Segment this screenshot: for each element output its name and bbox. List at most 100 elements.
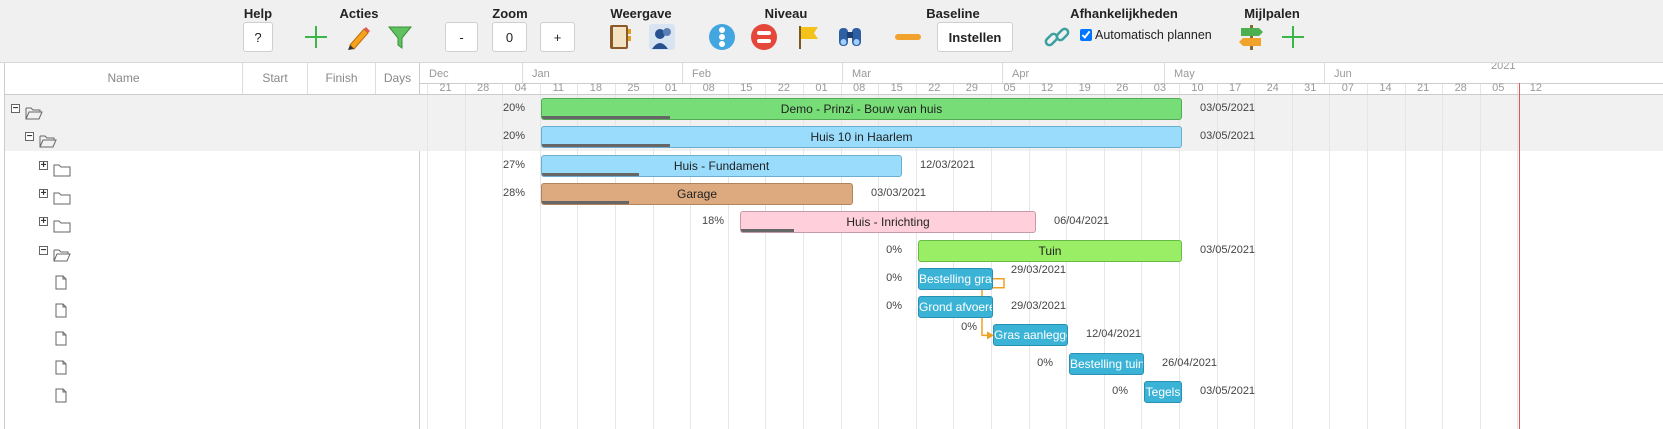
filter-button[interactable] xyxy=(385,22,415,52)
table-row[interactable] xyxy=(5,378,419,406)
task-name[interactable] xyxy=(76,152,241,180)
dependencies-button[interactable] xyxy=(1042,22,1072,52)
progress-percent: 27% xyxy=(502,158,525,171)
day-label: 12 xyxy=(1529,82,1543,94)
task-name[interactable] xyxy=(76,180,241,208)
baseline-toggle-button[interactable] xyxy=(893,22,923,52)
expand-level-button[interactable] xyxy=(707,22,737,52)
task-bar-label: Tegels xyxy=(1145,385,1181,399)
task-name[interactable] xyxy=(75,378,241,406)
auto-plan-checkbox-label[interactable]: Automatisch plannen xyxy=(1080,28,1212,42)
task-bar[interactable]: Tegels xyxy=(1144,381,1182,403)
dependency-link[interactable] xyxy=(981,278,1005,337)
task-name[interactable] xyxy=(76,208,241,236)
month-label: Jan xyxy=(532,68,550,80)
day-label: 10 xyxy=(1191,82,1204,94)
task-bar[interactable]: Bestelling gras xyxy=(918,267,993,290)
expand-icon[interactable]: + xyxy=(39,159,48,171)
add-task-button[interactable] xyxy=(301,22,331,52)
column-header-days[interactable]: Days xyxy=(383,71,412,85)
table-row[interactable] xyxy=(5,321,419,349)
table-row[interactable] xyxy=(5,265,419,293)
task-bar[interactable]: Huis - Inrichting xyxy=(740,211,1036,234)
table-row[interactable] xyxy=(5,293,419,321)
milestone-level-button[interactable] xyxy=(793,22,823,52)
expand-icon[interactable]: + xyxy=(39,187,48,199)
day-label: 26 xyxy=(1116,82,1129,94)
week-gridline xyxy=(1216,83,1218,429)
column-header-finish[interactable]: Finish xyxy=(308,63,376,94)
task-name[interactable] xyxy=(76,237,241,265)
week-gridline xyxy=(1367,83,1368,429)
table-row[interactable]: + xyxy=(5,208,419,236)
task-name[interactable] xyxy=(62,123,241,151)
task-bar[interactable]: Huis - Fundament xyxy=(541,154,902,177)
task-name[interactable] xyxy=(75,321,241,349)
month-label: Jun xyxy=(1334,68,1352,80)
end-date-label: 03/05/2021 xyxy=(1200,243,1256,256)
collapse-icon[interactable]: − xyxy=(39,244,48,256)
month-label: Mar xyxy=(852,68,871,80)
task-bar[interactable]: Grond afvoere xyxy=(918,296,993,319)
collapse-icon[interactable]: − xyxy=(11,103,20,114)
task-name[interactable] xyxy=(75,293,241,321)
zoom-level-display: 0 xyxy=(492,22,527,52)
day-label: 08 xyxy=(702,82,715,94)
day-label: 14 xyxy=(1379,82,1392,94)
help-group-label: Help xyxy=(243,6,273,21)
day-label: 25 xyxy=(627,82,640,94)
table-row[interactable]: − xyxy=(5,95,419,123)
find-button[interactable] xyxy=(835,22,865,52)
folder-open-icon xyxy=(39,130,57,158)
week-gridline xyxy=(427,83,428,429)
month-divider xyxy=(1002,63,1003,83)
zoom-out-button[interactable]: - xyxy=(445,22,478,52)
day-label: 12 xyxy=(1040,82,1054,94)
end-date-label: 03/05/2021 xyxy=(1200,102,1256,114)
zoom-in-button[interactable]: + xyxy=(540,22,575,52)
table-row[interactable]: + xyxy=(5,152,419,180)
day-label: 08 xyxy=(852,82,866,94)
milestones-button[interactable] xyxy=(1236,22,1266,52)
file-icon xyxy=(55,300,67,328)
table-row[interactable] xyxy=(5,350,419,378)
add-milestone-button[interactable] xyxy=(1278,22,1308,52)
view-resources-button[interactable] xyxy=(647,22,677,52)
view-tasks-button[interactable] xyxy=(605,22,635,52)
task-name[interactable] xyxy=(48,95,241,123)
collapse-level-button[interactable] xyxy=(749,22,779,52)
month-divider xyxy=(1164,63,1165,83)
task-bar[interactable]: Tuin xyxy=(918,239,1182,262)
task-bar[interactable]: Demo - Prinzi - Bouw van huis xyxy=(541,98,1182,120)
task-bar[interactable]: Bestelling tuint xyxy=(1069,352,1144,375)
baseline-set-button[interactable]: Instellen xyxy=(937,22,1013,52)
month-label: Feb xyxy=(692,68,711,80)
task-bar[interactable]: Garage xyxy=(541,182,853,205)
expand-icon[interactable]: + xyxy=(39,216,48,228)
task-bar-label: Garage xyxy=(676,186,718,201)
task-bar[interactable]: Gras aanlegge xyxy=(993,324,1068,347)
mijlpalen-group-label: Mijlpalen xyxy=(1244,6,1300,21)
auto-plan-checkbox[interactable] xyxy=(1080,29,1092,41)
task-name[interactable] xyxy=(75,350,241,378)
column-header-name[interactable]: Name xyxy=(5,63,243,94)
table-row[interactable]: − xyxy=(5,237,419,265)
week-gridline xyxy=(577,83,579,429)
table-row[interactable]: + xyxy=(5,180,419,208)
week-gridline xyxy=(1404,83,1406,429)
collapse-icon[interactable]: − xyxy=(25,131,34,143)
edit-task-button[interactable] xyxy=(343,22,373,52)
day-label: 07 xyxy=(1341,82,1355,94)
plus-icon xyxy=(305,26,327,48)
task-bar[interactable]: Huis 10 in Haarlem xyxy=(541,126,1182,149)
table-row[interactable]: − xyxy=(5,123,419,152)
week-gridline xyxy=(615,83,616,429)
folder-icon xyxy=(53,187,71,215)
dependency-arrow-icon xyxy=(987,331,994,340)
help-button[interactable]: ? xyxy=(243,22,273,52)
column-header-start[interactable]: Start xyxy=(243,63,308,94)
day-label: 21 xyxy=(1416,82,1430,94)
task-name[interactable] xyxy=(75,265,241,293)
day-label: 01 xyxy=(664,82,678,94)
progress-indicator xyxy=(741,229,795,233)
